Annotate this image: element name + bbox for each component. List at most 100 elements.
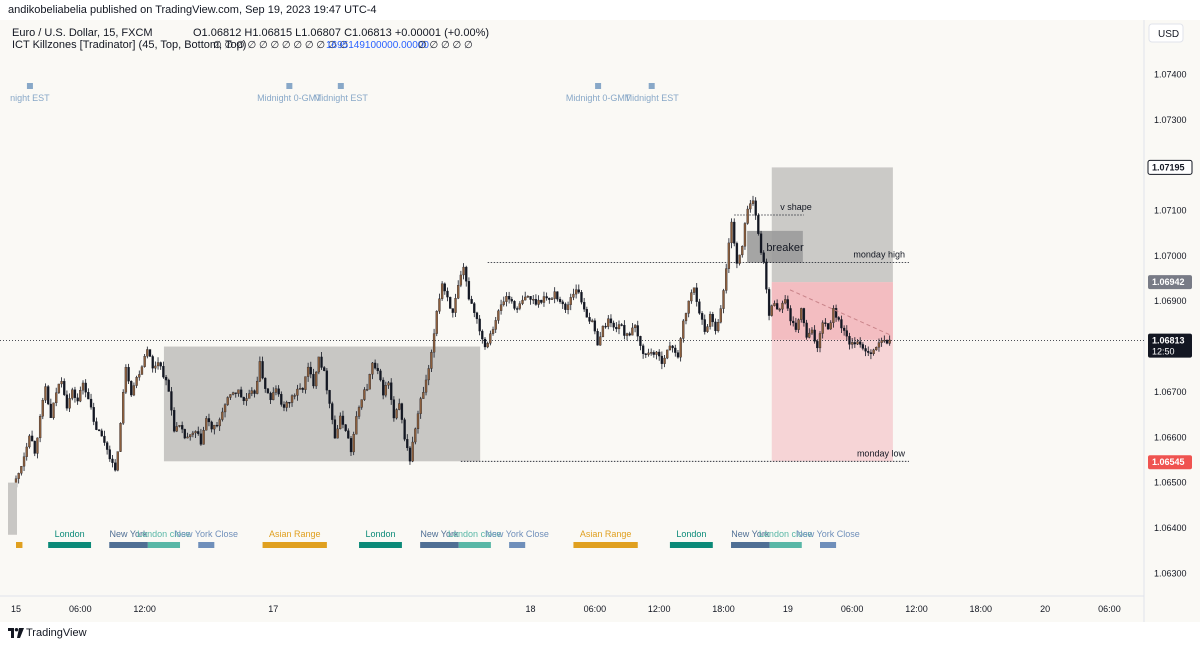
y-tick-label: 1.07000 <box>1154 251 1187 261</box>
candle-body <box>502 301 505 305</box>
candle-body <box>650 352 653 354</box>
candle-body <box>856 341 859 345</box>
candle-body <box>558 298 562 302</box>
breaker-block[interactable] <box>747 230 803 263</box>
candle-body <box>411 441 414 462</box>
candle-body <box>210 421 213 430</box>
candle-body <box>213 424 216 430</box>
candle-body <box>272 392 275 401</box>
session-ny-close-label: New York Close <box>796 529 860 539</box>
candle-body <box>293 395 296 397</box>
tradingview-brand[interactable]: TradingView <box>26 627 87 639</box>
candle-body <box>695 287 698 302</box>
candle-body <box>489 333 492 344</box>
y-tick-label: 1.06400 <box>1154 523 1187 533</box>
x-tick-label: 19 <box>783 604 793 614</box>
candle-body <box>859 341 862 345</box>
currency-button-label[interactable]: USD <box>1158 29 1179 40</box>
candle-body <box>357 407 361 417</box>
candle-body <box>851 342 854 345</box>
candle-body <box>288 402 291 404</box>
candle-body <box>615 327 618 330</box>
candle-body <box>269 392 272 401</box>
candle-body <box>746 208 749 224</box>
candle-body <box>834 308 838 318</box>
candle-body <box>749 203 752 210</box>
candle-body <box>181 425 184 430</box>
candle-body <box>387 382 390 386</box>
candle-body <box>775 303 779 310</box>
candle-body <box>840 319 843 329</box>
candle-body <box>280 393 283 405</box>
candle-body <box>239 389 243 398</box>
candle-body <box>124 367 128 393</box>
candle-body <box>231 392 235 395</box>
candle-body <box>148 349 152 357</box>
candle-body <box>623 325 626 336</box>
candle-body <box>71 389 74 399</box>
candle-body <box>108 449 111 460</box>
candle-body <box>754 200 757 216</box>
candle-body <box>869 352 873 355</box>
candle-body <box>309 366 312 375</box>
candle-body <box>406 439 409 449</box>
candle-body <box>818 333 822 349</box>
candle-body <box>556 291 559 300</box>
trend-dashed-line[interactable] <box>789 289 891 336</box>
session-asian-label: Asian Range <box>269 529 321 539</box>
short-position-risk-zone[interactable] <box>771 167 893 283</box>
candle-body <box>867 351 870 353</box>
session-asian-bar <box>16 542 23 548</box>
legend-indicator-name[interactable]: ICT Killzones [Tradinator] (45, Top, Bot… <box>12 39 246 51</box>
candle-body <box>221 411 224 420</box>
candle-body <box>821 322 824 334</box>
candle-body <box>89 398 93 408</box>
y-tick-label: 1.06300 <box>1154 568 1187 578</box>
candle-body <box>95 421 98 430</box>
candle-body <box>382 379 385 396</box>
legend-indicator-values: ∅ ∅ ∅ ∅ ∅ ∅ ∅ ∅ ∅ ∅ ∅ ∅ <box>213 40 348 51</box>
candle-body <box>660 355 664 364</box>
candle-body <box>888 339 891 344</box>
candle-body <box>379 370 382 381</box>
candle-body <box>242 396 245 402</box>
candle-body <box>390 382 393 400</box>
candle-body <box>668 345 672 351</box>
candle-body <box>478 318 481 332</box>
x-tick-label: 18:00 <box>712 604 735 614</box>
candle-body <box>84 382 87 393</box>
x-tick-label: 20 <box>1040 604 1050 614</box>
candle-body <box>800 308 803 320</box>
tradingview-logo-icon[interactable] <box>8 628 24 638</box>
candle-body <box>253 390 256 394</box>
candle-body <box>333 419 337 439</box>
candle-body <box>347 430 350 439</box>
price-chart[interactable]: monday high monday low v shape breaker nig… <box>0 20 1200 622</box>
candle-body <box>784 299 787 304</box>
candle-body <box>786 299 789 309</box>
midnight-marker <box>286 83 293 89</box>
candle-body <box>424 379 428 393</box>
midnight-label: Midnight EST <box>314 93 369 103</box>
candle-body <box>363 389 366 400</box>
candle-body <box>719 308 722 323</box>
candle-body <box>100 430 103 437</box>
candle-body <box>146 349 149 357</box>
candle-body <box>625 333 629 336</box>
candle-body <box>52 402 55 419</box>
candle-body <box>569 297 572 305</box>
x-tick-label: 06:00 <box>841 604 864 614</box>
candle-body <box>792 320 795 324</box>
candle-body <box>186 436 189 439</box>
monday-low-line-label: monday low <box>857 448 906 458</box>
session-asian-bar <box>573 542 638 548</box>
candle-body <box>223 404 227 413</box>
session-ny-close-bar <box>820 542 837 548</box>
candle-body <box>848 336 851 345</box>
currency-button[interactable] <box>1148 23 1184 43</box>
candle-body <box>44 386 47 401</box>
candle-body <box>781 302 784 310</box>
candle-body <box>473 303 476 313</box>
candle-body <box>497 310 500 321</box>
legend-symbol[interactable]: Euro / U.S. Dollar, 15, FXCM <box>12 27 153 39</box>
